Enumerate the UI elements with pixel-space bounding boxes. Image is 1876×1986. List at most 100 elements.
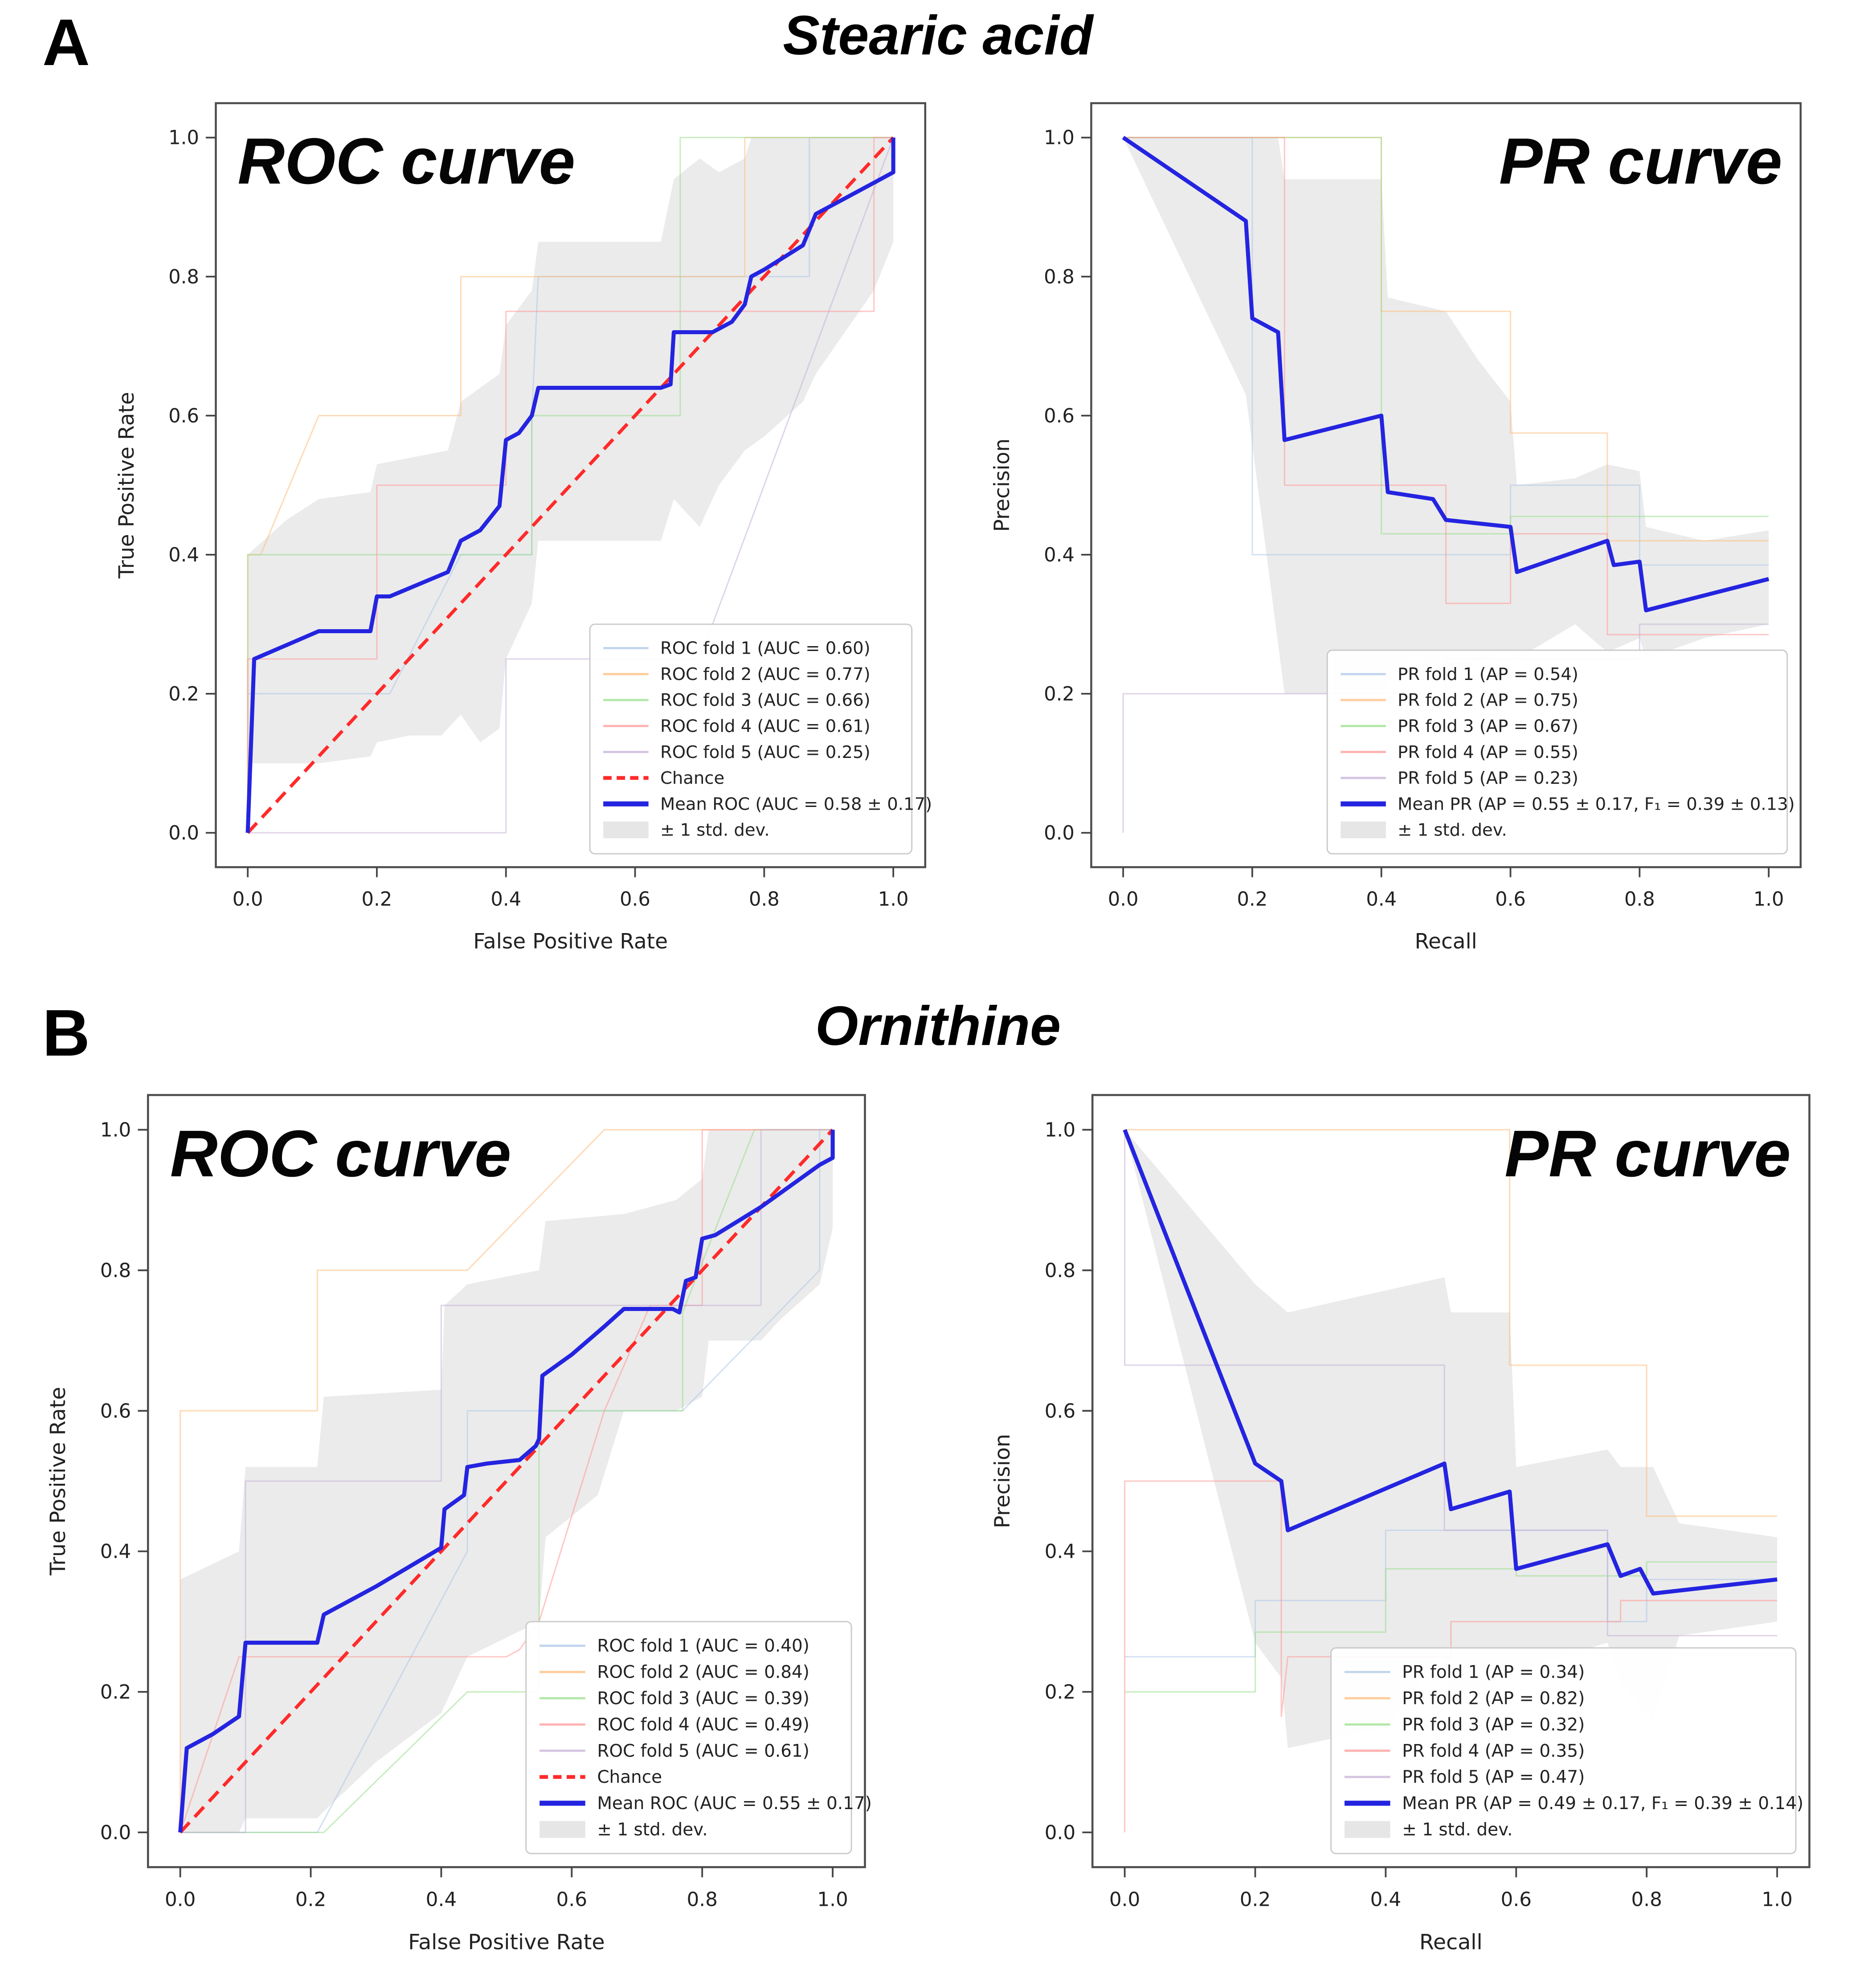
stearic-pr-inplot-title: PR curve (1499, 125, 1782, 198)
svg-text:0.6: 0.6 (556, 1888, 587, 1911)
ornithine-pr-mean-line (1123, 1129, 1778, 1596)
svg-text:0.2: 0.2 (1045, 1681, 1075, 1703)
svg-text:0.0: 0.0 (1044, 822, 1075, 844)
stearic-pr-axis-ticks: 0.0 0.2 0.4 0.6 0.8 1.0 0.0 0.2 0.4 0.6 0.8 1.0 (1044, 127, 1784, 911)
stearic-roc-legend-label-1: ROC fold 2 (AUC = 0.77) (660, 664, 871, 684)
ornithine-pr-ylabel: Precision (990, 1434, 1015, 1528)
panel-a-title: Stearic acid (783, 5, 1093, 66)
chart-ornithine-pr: 0.0 0.2 0.4 0.6 0.8 1.0 0.0 0.2 0.4 0.6 0.8 1.0 Reca… (976, 1063, 1822, 1982)
ornithine-roc-legend-label-5: Chance (597, 1767, 662, 1787)
ornithine-pr-fold5-line (1124, 1130, 1778, 1637)
ornithine-pr-legend: PR fold 1 (AP = 0.34) PR fold 2 (AP = 0.8… (1330, 1647, 1803, 1855)
svg-text:0.8: 0.8 (687, 1888, 717, 1911)
ornithine-roc-xlabel: False Positive Rate (408, 1930, 605, 1955)
stearic-roc-inplot-title: ROC curve (237, 125, 575, 198)
svg-text:0.4: 0.4 (1044, 544, 1075, 566)
svg-text:0.8: 0.8 (1624, 889, 1655, 911)
svg-text:0.8: 0.8 (1631, 1888, 1662, 1911)
svg-text:0.4: 0.4 (168, 544, 199, 566)
stearic-roc-legend-label-3: ROC fold 4 (AUC = 0.61) (660, 716, 871, 736)
ornithine-roc-legend-label-2: ROC fold 3 (AUC = 0.39) (597, 1689, 809, 1709)
svg-text:0.0: 0.0 (100, 1821, 131, 1844)
svg-text:0.2: 0.2 (168, 683, 199, 705)
chart-ornithine-roc: 0.0 0.2 0.4 0.6 0.8 1.0 0.0 0.2 0.4 0.6 0.8 1.0 Fals… (31, 1063, 878, 1982)
ornithine-roc-legend: ROC fold 1 (AUC = 0.40) ROC fold 2 (AUC =… (525, 1621, 872, 1855)
svg-text:0.6: 0.6 (1045, 1400, 1075, 1422)
stearic-roc-fold4-line (247, 137, 894, 833)
ornithine-pr-inplot-title: PR curve (1504, 1117, 1790, 1191)
ornithine-pr-legend-label-1: PR fold 2 (AP = 0.82) (1402, 1689, 1585, 1709)
svg-text:0.4: 0.4 (1370, 1888, 1401, 1911)
stearic-pr-legend-label-3: PR fold 4 (AP = 0.55) (1398, 742, 1578, 762)
svg-text:1.0: 1.0 (817, 1888, 848, 1911)
svg-text:0.2: 0.2 (362, 889, 392, 911)
ornithine-roc-mean-line (178, 1130, 835, 1833)
ornithine-pr-fold2-line (1124, 1129, 1778, 1517)
svg-text:0.4: 0.4 (490, 889, 521, 911)
stearic-pr-legend-label-5: Mean PR (AP = 0.55 ± 0.17, F₁ = 0.39 ± 0… (1398, 794, 1795, 814)
ornithine-roc-fold5-line (180, 1129, 833, 1833)
svg-text:1.0: 1.0 (1044, 127, 1075, 149)
svg-text:1.0: 1.0 (1045, 1119, 1075, 1142)
ornithine-roc-inplot-title: ROC curve (170, 1117, 511, 1191)
svg-text:0.6: 0.6 (1044, 405, 1075, 427)
ornithine-pr-legend-label-5: Mean PR (AP = 0.49 ± 0.17, F₁ = 0.39 ± 0… (1402, 1794, 1803, 1814)
ornithine-pr-legend-label-3: PR fold 4 (AP = 0.35) (1402, 1741, 1585, 1761)
ornithine-roc-axis-ticks: 0.0 0.2 0.4 0.6 0.8 1.0 0.0 0.2 0.4 0.6 0.8 1.0 (100, 1119, 848, 1911)
ornithine-pr-legend-label-2: PR fold 3 (AP = 0.32) (1402, 1715, 1585, 1735)
stearic-pr-legend-label-4: PR fold 5 (AP = 0.23) (1398, 768, 1578, 788)
stearic-pr-legend-label-6: ± 1 std. dev. (1398, 820, 1507, 840)
stearic-roc-std-band (248, 137, 894, 763)
ornithine-pr-xlabel: Recall (1419, 1930, 1483, 1955)
svg-text:0.0: 0.0 (1045, 1821, 1075, 1844)
svg-text:0.6: 0.6 (168, 405, 199, 427)
ornithine-roc-legend-label-6: Mean ROC (AUC = 0.55 ± 0.17) (597, 1794, 872, 1814)
svg-text:0.8: 0.8 (1044, 266, 1075, 288)
stearic-pr-legend-label-2: PR fold 3 (AP = 0.67) (1398, 716, 1578, 736)
svg-text:0.0: 0.0 (165, 1888, 196, 1911)
stearic-pr-mean-line (1122, 135, 1770, 613)
stearic-roc-legend-label-7: ± 1 std. dev. (660, 820, 770, 840)
ornithine-pr-fold3-line (1124, 1561, 1778, 1693)
svg-text:0.2: 0.2 (1044, 683, 1075, 705)
ornithine-roc-legend-label-0: ROC fold 1 (AUC = 0.40) (597, 1636, 809, 1656)
svg-text:1.0: 1.0 (1753, 889, 1784, 911)
svg-text:0.6: 0.6 (1501, 1888, 1532, 1911)
svg-text:0.4: 0.4 (100, 1540, 131, 1563)
stearic-pr-std-band (1123, 137, 1769, 694)
svg-text:0.6: 0.6 (620, 889, 650, 911)
svg-text:0.2: 0.2 (295, 1888, 326, 1911)
chart-stearic-pr: 0.0 0.2 0.4 0.6 0.8 1.0 0.0 0.2 0.4 0.6 0.8 1.0 Reca… (976, 71, 1813, 980)
stearic-pr-legend-label-1: PR fold 2 (AP = 0.75) (1398, 690, 1578, 710)
panel-a-label: A (42, 6, 90, 79)
stearic-pr-legend-label-0: PR fold 1 (AP = 0.54) (1398, 664, 1578, 684)
stearic-pr-xlabel: Recall (1415, 929, 1477, 954)
svg-text:1.0: 1.0 (878, 889, 909, 911)
svg-text:0.0: 0.0 (233, 889, 263, 911)
ornithine-pr-legend-label-0: PR fold 1 (AP = 0.34) (1402, 1663, 1585, 1683)
stearic-pr-fold4-line (1123, 137, 1769, 635)
ornithine-roc-legend-label-7: ± 1 std. dev. (597, 1820, 707, 1840)
ornithine-pr-svg: 0.0 0.2 0.4 0.6 0.8 1.0 0.0 0.2 0.4 0.6 0.8 1.0 Reca… (990, 1094, 1811, 1955)
svg-text:0.4: 0.4 (1366, 889, 1397, 911)
ornithine-pr-std-band (1124, 1130, 1778, 1748)
svg-text:1.0: 1.0 (168, 127, 199, 149)
svg-text:0.0: 0.0 (1108, 889, 1139, 911)
ornithine-roc-fold2-line (180, 1129, 833, 1833)
stearic-roc-legend-label-0: ROC fold 1 (AUC = 0.60) (660, 639, 871, 659)
ornithine-roc-legend-label-4: ROC fold 5 (AUC = 0.61) (597, 1741, 809, 1761)
ornithine-roc-plot-border (147, 1094, 866, 1868)
stearic-roc-legend-label-6: Mean ROC (AUC = 0.58 ± 0.17) (660, 794, 932, 814)
stearic-pr-legend: PR fold 1 (AP = 0.54) PR fold 2 (AP = 0.7… (1326, 649, 1795, 855)
stearic-pr-plot-border (1090, 102, 1802, 868)
stearic-roc-plot-border (215, 102, 927, 868)
stearic-roc-svg: 0.0 0.2 0.4 0.6 0.8 1.0 0.0 0.2 0.4 0.6 0.8 1.0 Fals… (114, 102, 932, 954)
stearic-roc-ylabel: True Positive Rate (114, 392, 139, 579)
svg-text:0.6: 0.6 (1495, 889, 1526, 911)
stearic-roc-legend-label-2: ROC fold 3 (AUC = 0.66) (660, 690, 871, 710)
svg-text:1.0: 1.0 (100, 1119, 131, 1142)
panel-b-label: B (42, 996, 90, 1070)
ornithine-pr-axis-ticks: 0.0 0.2 0.4 0.6 0.8 1.0 0.0 0.2 0.4 0.6 0.8 1.0 (1045, 1119, 1793, 1911)
ornithine-roc-ylabel: True Positive Rate (46, 1387, 70, 1576)
